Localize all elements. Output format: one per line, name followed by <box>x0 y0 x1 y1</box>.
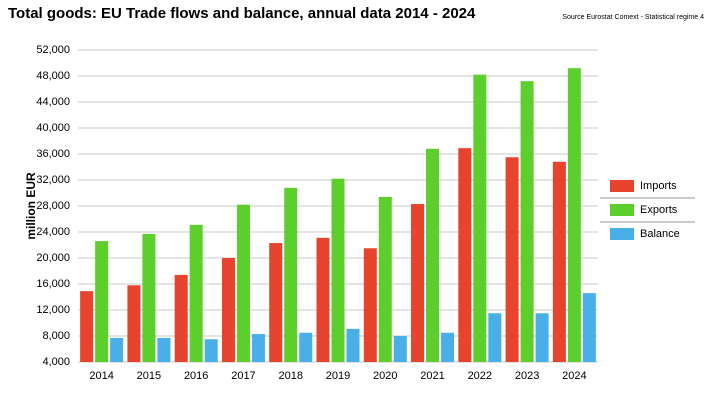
bar <box>582 293 596 362</box>
bar <box>95 241 109 362</box>
bar <box>236 204 250 362</box>
bar <box>316 237 330 362</box>
y-tick-label: 16,000 <box>36 278 70 290</box>
x-tick-label: 2020 <box>373 370 397 382</box>
bar <box>204 339 218 362</box>
bar <box>127 285 141 362</box>
x-tick-label: 2017 <box>231 370 255 382</box>
bar <box>473 74 487 362</box>
bar <box>458 148 472 362</box>
legend-swatch <box>610 228 634 240</box>
bar <box>535 313 549 362</box>
bar <box>426 148 440 362</box>
y-tick-label: 44,000 <box>36 96 70 108</box>
y-tick-label: 48,000 <box>36 70 70 82</box>
bar <box>142 233 156 362</box>
y-tick-label: 8,000 <box>42 330 70 342</box>
y-tick-label: 4,000 <box>42 356 70 368</box>
bar <box>174 274 188 362</box>
y-tick-label: 24,000 <box>36 226 70 238</box>
legend-swatch <box>610 204 634 216</box>
y-tick-label: 32,000 <box>36 174 70 186</box>
legend-label: Exports <box>640 204 678 216</box>
x-tick-label: 2022 <box>468 370 492 382</box>
y-axis-label: million EUR <box>24 172 38 240</box>
bar <box>552 161 566 362</box>
y-tick-label: 20,000 <box>36 252 70 264</box>
bar <box>520 81 534 362</box>
x-tick-label: 2016 <box>184 370 208 382</box>
y-tick-label: 12,000 <box>36 304 70 316</box>
x-tick-label: 2023 <box>515 370 539 382</box>
y-tick-label: 28,000 <box>36 200 70 212</box>
legend-swatch <box>610 180 634 192</box>
y-tick-label: 40,000 <box>36 122 70 134</box>
y-tick-label: 36,000 <box>36 148 70 160</box>
x-tick-label: 2014 <box>89 370 113 382</box>
x-tick-label: 2024 <box>562 370 586 382</box>
legend-label: Imports <box>640 180 677 192</box>
bar <box>331 178 345 362</box>
bar <box>157 337 171 362</box>
bar <box>299 332 313 362</box>
bar <box>346 328 360 362</box>
x-tick-label: 2019 <box>326 370 350 382</box>
bar <box>80 291 94 362</box>
x-tick-label: 2015 <box>137 370 161 382</box>
bar <box>221 258 235 362</box>
legend-label: Balance <box>640 228 680 240</box>
bar <box>284 187 298 362</box>
x-tick-label: 2021 <box>420 370 444 382</box>
y-tick-label: 52,000 <box>36 44 70 56</box>
bar <box>269 243 283 362</box>
bar <box>378 196 392 362</box>
bar <box>488 313 502 362</box>
bar <box>251 334 265 362</box>
source-note: Source Eurostat Comext - Statistical reg… <box>562 14 704 21</box>
x-tick-label: 2018 <box>278 370 302 382</box>
bar <box>567 68 581 362</box>
bar <box>189 224 203 362</box>
bar <box>441 332 455 362</box>
bar <box>505 157 519 362</box>
bar <box>393 336 407 362</box>
bar <box>411 204 425 362</box>
bar <box>110 337 124 362</box>
chart-title: Total goods: EU Trade flows and balance,… <box>8 5 476 22</box>
bar <box>363 248 377 362</box>
